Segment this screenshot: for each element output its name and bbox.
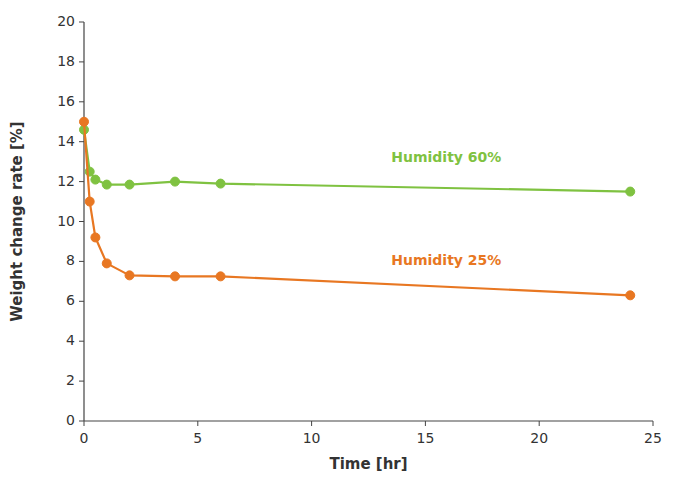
x-tick [653,421,654,426]
y-tick [79,141,84,142]
series-point [91,175,100,184]
y-tick-label: 8 [66,252,75,268]
y-tick [79,341,84,342]
x-tick [539,421,540,426]
series-point [91,233,100,242]
x-tick [84,421,85,426]
series-point [125,271,134,280]
x-tick [311,421,312,426]
x-tick-label: 20 [530,430,548,446]
x-tick [425,421,426,426]
y-tick-label: 20 [57,13,75,29]
series-point [80,117,89,126]
y-tick [79,301,84,302]
series-point [216,179,225,188]
series [80,125,635,196]
series-point [102,259,111,268]
series-point [125,180,134,189]
x-axis-line [84,420,653,421]
x-tick-label: 5 [193,430,202,446]
series [80,117,635,300]
plot-area [80,117,635,300]
series-line [84,130,630,192]
y-tick-label: 10 [57,213,75,229]
chart-svg: 0 5 10 15 20 25 0 2 4 6 8 10 12 14 16 18 20 Time [hr] Weig… [0,0,677,483]
y-tick-label: 4 [66,332,75,348]
y-tick-label: 0 [66,412,75,428]
y-tick-label: 6 [66,292,75,308]
y-axis-label: Weight change rate [%] [8,121,26,321]
series-line [84,122,630,296]
y-tick [79,421,84,422]
annotation: Humidity 25% [391,252,501,268]
series-point [171,177,180,186]
x-axis-label: Time [hr] [329,455,407,473]
y-tick [79,221,84,222]
y-tick [79,61,84,62]
axes: 0 5 10 15 20 25 0 2 4 6 8 10 12 14 16 18 20 [57,13,662,446]
x-tick-label: 10 [303,430,321,446]
annotations: Humidity 60% Humidity 25% [391,149,501,269]
x-tick-label: 15 [416,430,434,446]
y-tick [79,22,84,23]
y-tick [79,181,84,182]
y-tick [79,381,84,382]
series-point [626,187,635,196]
series-point [85,197,94,206]
y-tick-label: 14 [57,133,75,149]
x-tick-label: 0 [80,430,89,446]
series-point [216,272,225,281]
y-tick-label: 18 [57,53,75,69]
x-tick [197,421,198,426]
annotation: Humidity 60% [391,149,501,165]
y-tick [79,101,84,102]
chart-container: 0 5 10 15 20 25 0 2 4 6 8 10 12 14 16 18 20 Time [hr] Weig… [0,0,677,483]
y-tick-label: 16 [57,93,75,109]
series-point [171,272,180,281]
x-tick-label: 25 [644,430,662,446]
series-point [626,291,635,300]
y-tick [79,261,84,262]
y-tick-label: 2 [66,372,75,388]
series-point [102,180,111,189]
y-tick-label: 12 [57,173,75,189]
